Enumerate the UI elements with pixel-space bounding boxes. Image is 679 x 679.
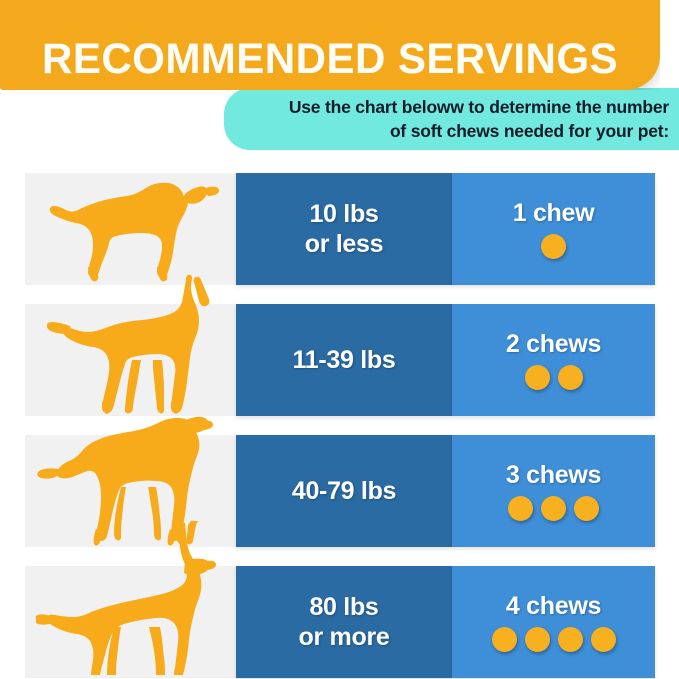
medium-dog-silhouette-icon — [25, 264, 236, 414]
weight-label: 40-79 lbs — [291, 476, 397, 505]
large-dog-silhouette-icon — [25, 395, 236, 546]
chew-dots — [524, 365, 583, 390]
chew-dot-icon — [541, 234, 566, 259]
dose-cell: 2 chews — [452, 304, 655, 416]
dose-label: 4 chews — [505, 592, 602, 620]
chew-dot-icon — [590, 627, 616, 652]
chew-dot-icon — [557, 627, 583, 652]
chew-dots — [491, 627, 616, 652]
dose-cell: 1 chew — [452, 173, 655, 285]
table-row: 40-79 lbs 3 chews — [0, 416, 679, 547]
chew-dot-icon — [574, 496, 599, 521]
subtitle-line-2: of soft chews needed for your pet: — [389, 121, 669, 141]
page-title: RECOMMENDED SERVINGS — [42, 35, 619, 83]
table-row: 11-39 lbs 2 chews — [0, 274, 679, 416]
chew-dots — [541, 234, 566, 259]
weight-label: 10 lbs or less — [304, 200, 384, 258]
weight-label: 80 lbs or more — [298, 593, 390, 651]
header: Use the chart beloww to determine the nu… — [0, 0, 679, 170]
weight-cell: 40-79 lbs — [236, 435, 452, 547]
weight-cell: 11-39 lbs — [236, 304, 452, 416]
subtitle-line-1: Use the chart beloww to determine the nu… — [288, 97, 669, 117]
weight-cell: 80 lbs or more — [236, 566, 452, 678]
pet-size-cell — [25, 274, 236, 416]
dose-cell: 3 chews — [452, 435, 655, 547]
dose-label: 3 chews — [505, 461, 602, 489]
pet-size-cell — [25, 521, 236, 678]
servings-table: 10 lbs or less 1 chew — [0, 173, 679, 679]
weight-cell: 10 lbs or less — [236, 173, 452, 285]
table-row: 80 lbs or more 4 chews — [0, 521, 679, 678]
title-banner: RECOMMENDED SERVINGS — [0, 0, 660, 90]
table-row: 10 lbs or less 1 chew — [0, 173, 679, 285]
chew-dot-icon — [491, 627, 517, 652]
giant-dog-silhouette-icon — [25, 521, 236, 676]
pet-size-cell — [25, 416, 236, 547]
pet-size-cell — [25, 173, 236, 285]
chew-dot-icon — [557, 365, 583, 390]
chew-dot-icon — [524, 365, 550, 390]
subtitle-band: Use the chart beloww to determine the nu… — [224, 88, 679, 150]
dose-label: 2 chews — [505, 330, 602, 358]
chew-dot-icon — [541, 496, 566, 521]
chew-dot-icon — [508, 496, 533, 521]
chew-dot-icon — [524, 627, 550, 652]
dose-cell: 4 chews — [452, 566, 655, 678]
dose-label: 1 chew — [512, 199, 595, 227]
chew-dots — [508, 496, 599, 521]
weight-label: 11-39 lbs — [292, 345, 396, 374]
